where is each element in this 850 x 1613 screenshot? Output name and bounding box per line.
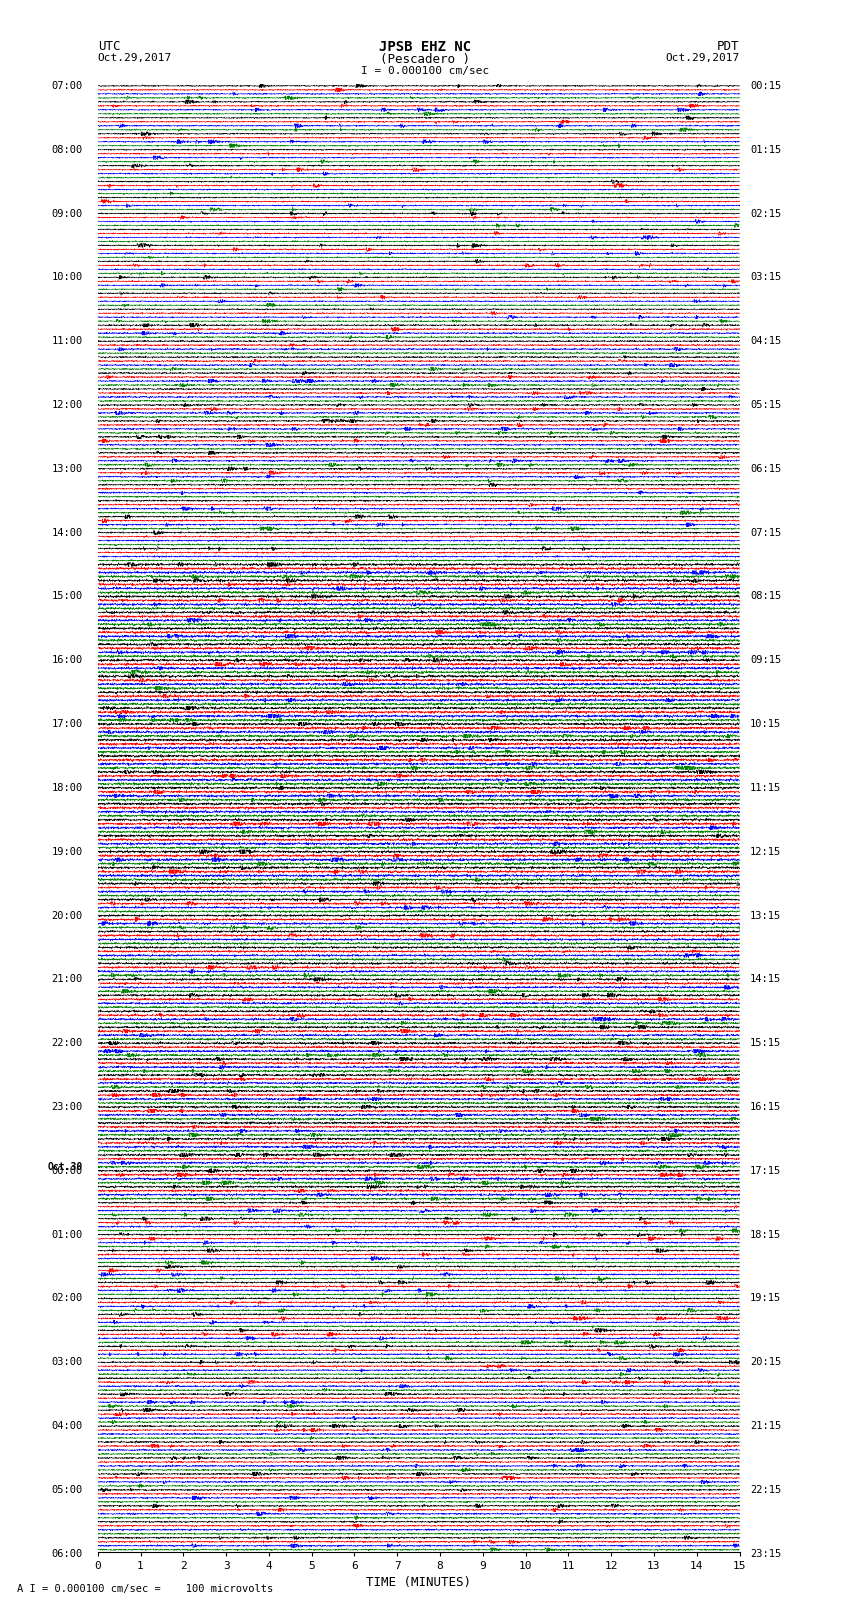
- Text: 15:00: 15:00: [52, 592, 82, 602]
- Text: 05:15: 05:15: [751, 400, 781, 410]
- Text: 21:15: 21:15: [751, 1421, 781, 1431]
- Text: UTC: UTC: [98, 40, 120, 53]
- Text: 04:15: 04:15: [751, 336, 781, 347]
- Text: I = 0.000100 cm/sec: I = 0.000100 cm/sec: [361, 66, 489, 76]
- Text: (Pescadero ): (Pescadero ): [380, 53, 470, 66]
- Text: 21:00: 21:00: [52, 974, 82, 984]
- Text: 10:15: 10:15: [751, 719, 781, 729]
- Text: A I = 0.000100 cm/sec =    100 microvolts: A I = 0.000100 cm/sec = 100 microvolts: [17, 1584, 273, 1594]
- Text: 20:00: 20:00: [52, 910, 82, 921]
- Text: 11:00: 11:00: [52, 336, 82, 347]
- Text: 12:15: 12:15: [751, 847, 781, 857]
- Text: 08:15: 08:15: [751, 592, 781, 602]
- Text: 16:15: 16:15: [751, 1102, 781, 1111]
- Text: 00:15: 00:15: [751, 81, 781, 90]
- Text: Oct.29,2017: Oct.29,2017: [666, 53, 740, 63]
- Text: 02:15: 02:15: [751, 208, 781, 218]
- Text: PDT: PDT: [717, 40, 740, 53]
- Text: 14:00: 14:00: [52, 527, 82, 537]
- Text: 06:00: 06:00: [52, 1548, 82, 1558]
- Text: 23:15: 23:15: [751, 1548, 781, 1558]
- Text: 13:00: 13:00: [52, 465, 82, 474]
- Text: 01:15: 01:15: [751, 145, 781, 155]
- Text: 07:00: 07:00: [52, 81, 82, 90]
- Text: 22:00: 22:00: [52, 1039, 82, 1048]
- Text: 08:00: 08:00: [52, 145, 82, 155]
- Text: 17:15: 17:15: [751, 1166, 781, 1176]
- Text: 07:15: 07:15: [751, 527, 781, 537]
- Text: 19:00: 19:00: [52, 847, 82, 857]
- X-axis label: TIME (MINUTES): TIME (MINUTES): [366, 1576, 471, 1589]
- Text: 12:00: 12:00: [52, 400, 82, 410]
- Text: 20:15: 20:15: [751, 1357, 781, 1368]
- Text: 03:15: 03:15: [751, 273, 781, 282]
- Text: JPSB EHZ NC: JPSB EHZ NC: [379, 40, 471, 55]
- Text: 05:00: 05:00: [52, 1486, 82, 1495]
- Text: 00:00: 00:00: [52, 1166, 82, 1176]
- Text: 03:00: 03:00: [52, 1357, 82, 1368]
- Text: 18:15: 18:15: [751, 1229, 781, 1240]
- Text: 23:00: 23:00: [52, 1102, 82, 1111]
- Text: 18:00: 18:00: [52, 782, 82, 794]
- Text: 09:15: 09:15: [751, 655, 781, 665]
- Text: 14:15: 14:15: [751, 974, 781, 984]
- Text: 06:15: 06:15: [751, 465, 781, 474]
- Text: 17:00: 17:00: [52, 719, 82, 729]
- Text: Oct.29,2017: Oct.29,2017: [98, 53, 172, 63]
- Text: 02:00: 02:00: [52, 1294, 82, 1303]
- Text: 22:15: 22:15: [751, 1486, 781, 1495]
- Text: 13:15: 13:15: [751, 910, 781, 921]
- Text: 09:00: 09:00: [52, 208, 82, 218]
- Text: 16:00: 16:00: [52, 655, 82, 665]
- Text: 11:15: 11:15: [751, 782, 781, 794]
- Text: Oct.30: Oct.30: [48, 1161, 82, 1171]
- Text: 15:15: 15:15: [751, 1039, 781, 1048]
- Text: 01:00: 01:00: [52, 1229, 82, 1240]
- Text: 10:00: 10:00: [52, 273, 82, 282]
- Text: 04:00: 04:00: [52, 1421, 82, 1431]
- Text: 19:15: 19:15: [751, 1294, 781, 1303]
